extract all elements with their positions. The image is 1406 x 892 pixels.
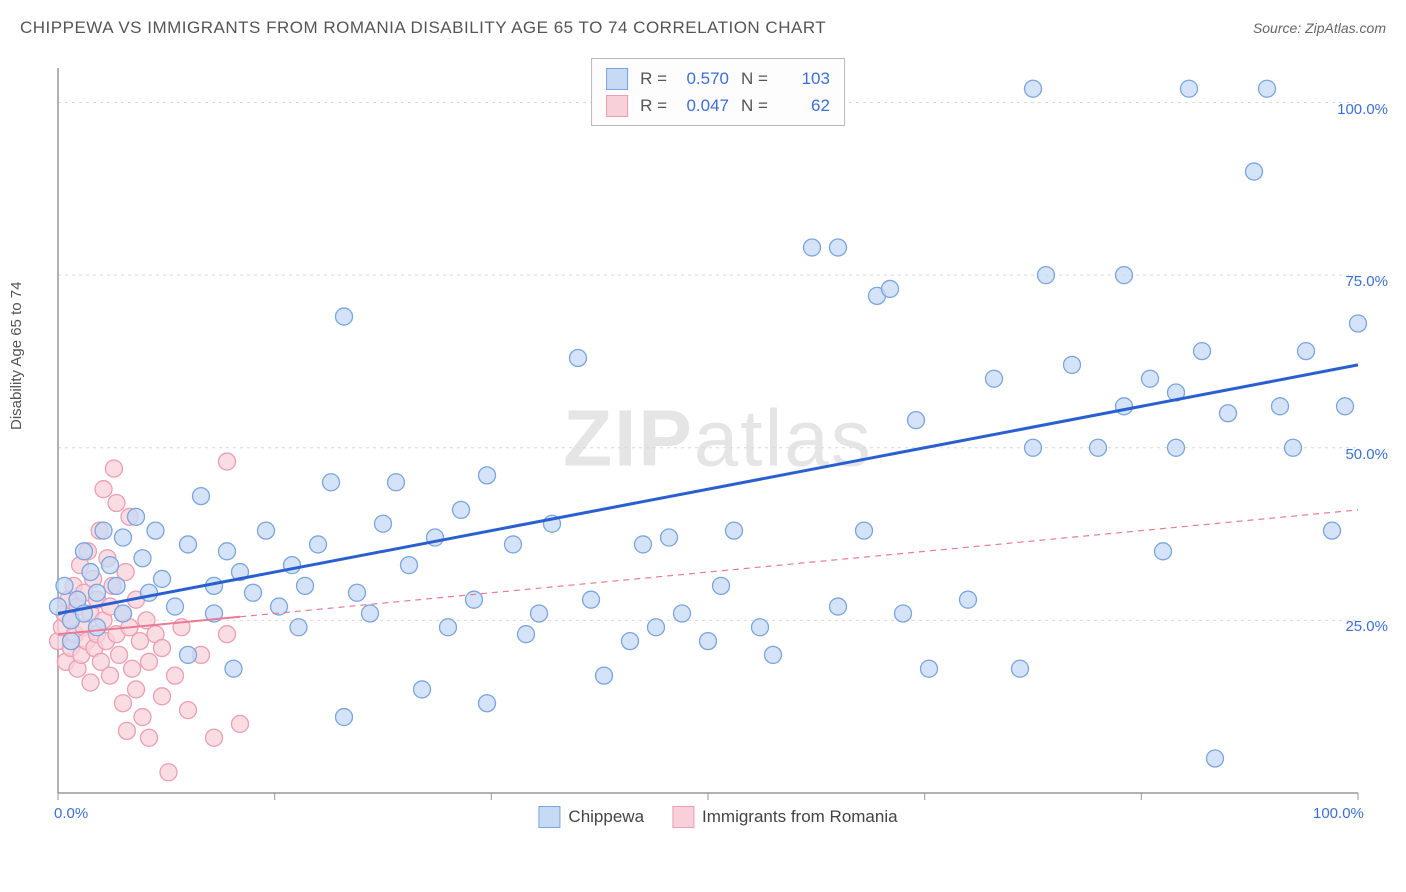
x-tick-label: 100.0% bbox=[1313, 805, 1364, 822]
n-label: N = bbox=[741, 92, 768, 119]
swatch-legend-1 bbox=[672, 806, 694, 828]
r-label: R = bbox=[640, 65, 667, 92]
swatch-series-1 bbox=[606, 95, 628, 117]
legend-item-1: Immigrants from Romania bbox=[672, 806, 898, 828]
y-tick-label: 25.0% bbox=[1345, 618, 1388, 635]
r-value-0: 0.570 bbox=[679, 65, 729, 92]
x-tick-label: 0.0% bbox=[54, 805, 88, 822]
stats-legend: R = 0.570 N = 103 R = 0.047 N = 62 bbox=[591, 58, 845, 126]
swatch-series-0 bbox=[606, 68, 628, 90]
chart-area: ZIPatlas R = 0.570 N = 103 R = 0.047 N =… bbox=[48, 58, 1388, 828]
y-tick-label: 100.0% bbox=[1337, 101, 1388, 118]
legend-item-0: Chippewa bbox=[538, 806, 644, 828]
r-label: R = bbox=[640, 92, 667, 119]
bottom-legend: Chippewa Immigrants from Romania bbox=[538, 806, 897, 828]
n-value-0: 103 bbox=[780, 65, 830, 92]
source-attribution: Source: ZipAtlas.com bbox=[1253, 20, 1386, 36]
swatch-legend-0 bbox=[538, 806, 560, 828]
y-tick-label: 50.0% bbox=[1345, 446, 1388, 463]
scatter-plot bbox=[48, 58, 1388, 828]
stats-row-1: R = 0.047 N = 62 bbox=[606, 92, 830, 119]
n-value-1: 62 bbox=[780, 92, 830, 119]
r-value-1: 0.047 bbox=[679, 92, 729, 119]
legend-label-1: Immigrants from Romania bbox=[702, 807, 898, 827]
legend-label-0: Chippewa bbox=[568, 807, 644, 827]
title-row: CHIPPEWA VS IMMIGRANTS FROM ROMANIA DISA… bbox=[20, 18, 1386, 38]
y-tick-label: 75.0% bbox=[1345, 273, 1388, 290]
y-axis-label: Disability Age 65 to 74 bbox=[8, 282, 25, 430]
n-label: N = bbox=[741, 65, 768, 92]
stats-row-0: R = 0.570 N = 103 bbox=[606, 65, 830, 92]
chart-title: CHIPPEWA VS IMMIGRANTS FROM ROMANIA DISA… bbox=[20, 18, 826, 38]
